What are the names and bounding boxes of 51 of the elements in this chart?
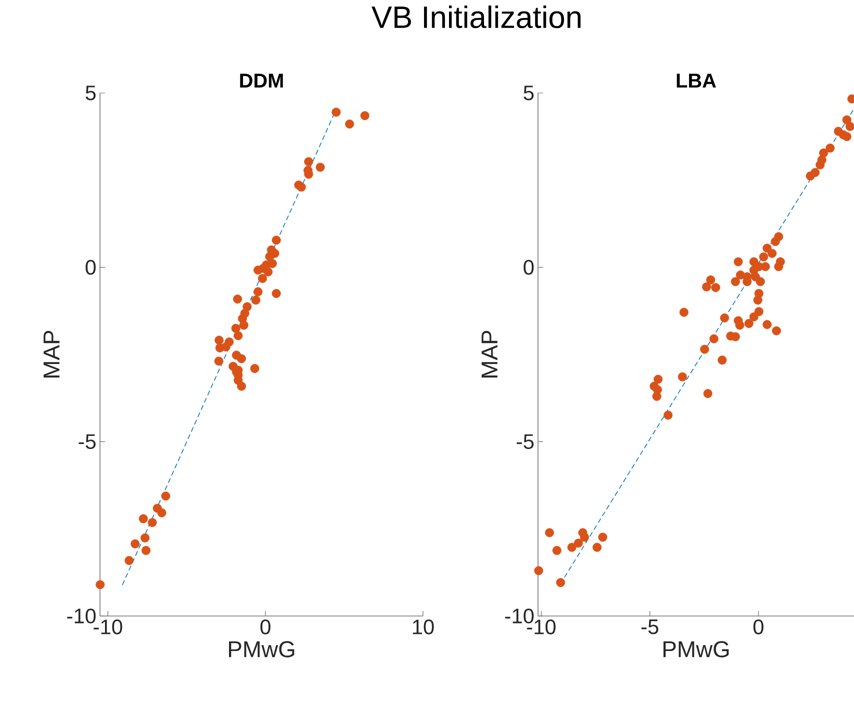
chart-title: DDM	[240, 74, 283, 88]
point	[148, 518, 157, 528]
point	[161, 492, 170, 501]
y-axis-title: MAP	[44, 330, 60, 378]
x-tick-label: 10	[412, 620, 434, 634]
point	[265, 252, 274, 262]
x-axis-title: PMwG	[664, 641, 729, 658]
point	[130, 539, 140, 548]
chart-title: LBA	[676, 74, 716, 88]
point	[236, 382, 246, 391]
x-tick-label: -5	[641, 620, 658, 634]
point	[272, 236, 281, 245]
y-tick-label: 0	[86, 260, 96, 275]
point	[250, 364, 260, 373]
point	[345, 120, 354, 129]
y-axis-title: MAP	[482, 330, 498, 378]
point	[332, 108, 341, 117]
point	[221, 342, 230, 352]
y-tick-label: -10	[67, 608, 96, 624]
point	[360, 111, 370, 120]
point	[214, 356, 224, 366]
point	[96, 580, 105, 590]
point	[254, 266, 263, 275]
point	[233, 294, 242, 304]
y-tick-label: -5	[516, 434, 534, 449]
point	[124, 556, 134, 566]
point	[254, 287, 263, 296]
point	[231, 324, 240, 333]
text: VB Initialization	[372, 6, 581, 28]
point	[138, 514, 148, 524]
point	[304, 157, 314, 166]
x-tick-label: 0	[260, 620, 270, 634]
point	[234, 331, 243, 340]
point	[264, 267, 273, 276]
y-tick-label: 5	[86, 86, 96, 100]
point	[157, 508, 166, 518]
point	[239, 320, 248, 330]
point	[142, 546, 151, 555]
x-axis-title: PMwG	[229, 641, 294, 658]
point	[140, 533, 150, 542]
point	[316, 162, 325, 172]
point	[296, 182, 306, 192]
point	[236, 354, 246, 364]
point	[258, 274, 267, 283]
y-tick-label: 0	[524, 260, 534, 275]
point	[272, 288, 281, 298]
y-tick-label: 5	[524, 86, 534, 100]
y-tick-label: -5	[78, 434, 96, 449]
x-tick-label: 0	[753, 620, 764, 634]
point	[214, 336, 224, 345]
point	[251, 296, 260, 305]
